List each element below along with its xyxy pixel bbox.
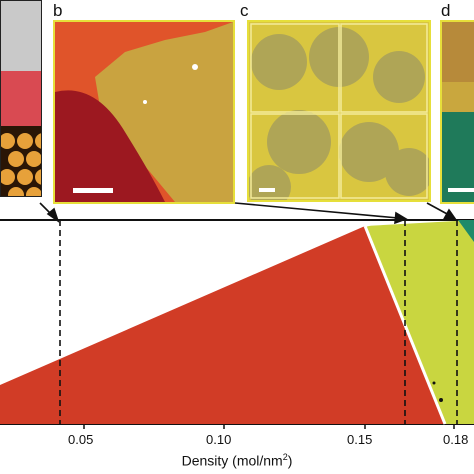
x-tick-label-0.15: 0.15	[347, 432, 373, 447]
panel-b-label: b	[53, 1, 63, 20]
data-point	[439, 398, 443, 402]
arrowhead-a	[46, 207, 60, 224]
panel-c-scale-bar	[259, 188, 275, 192]
panel-b-scale-bar	[73, 188, 113, 193]
panel-c-label: c	[240, 1, 249, 20]
panel-b-image	[53, 20, 235, 204]
x-tick-label-0.05: 0.05	[68, 432, 94, 447]
panel-d-image	[440, 20, 474, 204]
panel-a-graphic	[1, 1, 41, 196]
data-point	[432, 381, 436, 385]
yellow-phase-region	[365, 220, 474, 424]
panel-d-graphic	[442, 22, 474, 202]
panel-d-scale-bar	[448, 188, 474, 192]
connector-c-arrow	[234, 202, 399, 219]
panel-b-graphic	[55, 22, 233, 202]
connector-d-arrow	[426, 202, 450, 216]
x-tick-label-0.10: 0.10	[206, 432, 232, 447]
arrowhead-d	[442, 208, 458, 221]
x-axis-title: Density (mol/nm2)	[0, 452, 474, 469]
red-phase-region	[0, 226, 445, 424]
panel-c-image	[247, 20, 431, 202]
panel-c-graphic	[249, 22, 429, 200]
panel-a-image	[0, 0, 42, 197]
x-tick-label-0.18: 0.18	[443, 432, 469, 447]
phase-boundary-top	[364, 221, 381, 227]
panel-d-label: d	[441, 1, 451, 20]
teal-phase-region	[458, 220, 474, 242]
x-axis-title-prefix: Density (mol/nm	[181, 452, 283, 469]
x-axis-title-sup: 2	[282, 452, 288, 462]
x-axis-title-suffix: )	[287, 452, 293, 469]
